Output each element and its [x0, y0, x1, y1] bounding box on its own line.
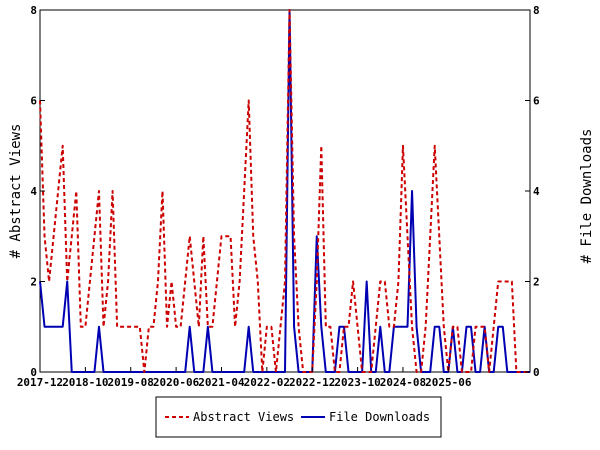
- y-axis-title-left: # Abstract Views: [8, 124, 24, 259]
- y-tick-label-right: 0: [533, 366, 540, 379]
- x-tick-label: 2020-06: [153, 376, 200, 389]
- x-tick-label: 2024-08: [380, 376, 426, 389]
- x-tick-label: 2021-04: [198, 376, 245, 389]
- x-tick-label: 2019-08: [108, 376, 154, 389]
- legend-label-file-downloads: File Downloads: [329, 410, 430, 424]
- x-tick-label: 2017-12: [17, 376, 63, 389]
- x-tick-label: 2018-10: [62, 376, 108, 389]
- y-tick-label-left: 8: [30, 4, 37, 17]
- series-line-abstract-views: [39, 9, 530, 373]
- x-tick-label: 2025-06: [425, 376, 472, 389]
- y-tick-label-right: 6: [533, 95, 540, 108]
- y-tick-label-right: 2: [533, 276, 540, 289]
- y-axis-title-right: # File Downloads: [579, 129, 595, 264]
- x-tick-label: 2022-02: [244, 376, 290, 389]
- y-tick-label-left: 6: [30, 95, 37, 108]
- x-tick-label: 2023-10: [334, 376, 380, 389]
- legend-label-abstract-views: Abstract Views: [193, 410, 294, 424]
- y-tick-label-left: 4: [30, 185, 37, 198]
- y-tick-label-right: 8: [533, 4, 540, 17]
- legend: Abstract Views File Downloads: [155, 396, 442, 438]
- y-tick-label-left: 2: [30, 276, 37, 289]
- legend-box: [155, 396, 442, 438]
- x-tick-label: 2022-12: [289, 376, 335, 389]
- y-tick-label-right: 4: [533, 185, 540, 198]
- y-tick-label-left: 0: [30, 366, 37, 379]
